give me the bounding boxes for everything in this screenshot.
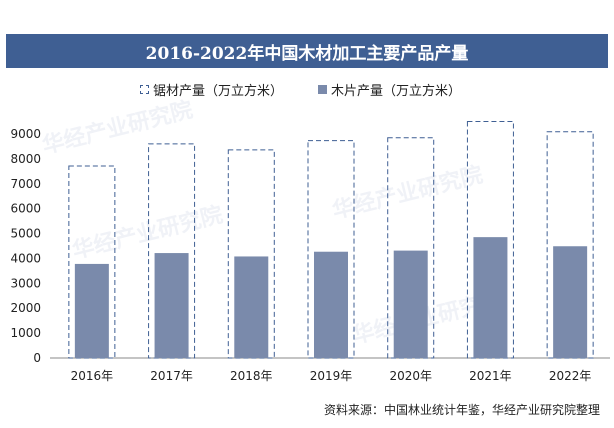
y-tick-label-5: 5000	[10, 227, 41, 241]
y-tick-label-9: 9000	[10, 127, 41, 141]
legend-item-wood-chip: 木片产量（万立方米）	[318, 80, 461, 99]
legend-label-sawn: 锯材产量（万立方米）	[153, 84, 284, 99]
x-tick-label-3: 2019年	[310, 369, 353, 383]
legend-label-wood-chip: 木片产量（万立方米）	[331, 84, 462, 99]
legend-swatch-wood-chip	[318, 85, 327, 94]
bar-wood-chip-6	[553, 246, 588, 358]
y-tick-label-1: 1000	[10, 326, 41, 340]
bar-wood-chip-4	[393, 250, 428, 358]
bar-wood-chip-1	[154, 253, 189, 358]
y-tick-label-3: 3000	[10, 276, 41, 290]
y-tick-label-2: 2000	[10, 301, 41, 315]
bar-wood-chip-5	[473, 237, 508, 358]
legend-item-sawn: 锯材产量（万立方米）	[140, 80, 283, 99]
x-tick-label-4: 2020年	[389, 369, 432, 383]
chart-title-text: 2016-2022年中国木材加工主要产品产量	[145, 43, 469, 64]
legend: 锯材产量（万立方米） 木片产量（万立方米）	[0, 80, 614, 99]
bar-wood-chip-3	[314, 251, 348, 358]
source-note: 资料来源：中国林业统计年鉴，华经产业研究院整理	[323, 403, 600, 417]
y-tick-label-0: 0	[33, 351, 41, 365]
y-tick-label-7: 7000	[10, 177, 41, 191]
y-tick-label-6: 6000	[10, 202, 41, 216]
x-tick-label-5: 2021年	[469, 369, 512, 383]
bar-sawn-2	[227, 149, 275, 359]
bar-sawn-3	[307, 140, 355, 359]
bar-wood-chip-0	[74, 263, 109, 358]
x-tick-label-6: 2022年	[549, 369, 592, 383]
legend-swatch-sawn	[140, 85, 149, 94]
chart-title: 2016-2022年中国木材加工主要产品产量	[6, 34, 608, 68]
y-tick-label-4: 4000	[10, 251, 41, 265]
x-tick-label-1: 2017年	[150, 369, 193, 383]
y-tick-label-8: 8000	[10, 152, 41, 166]
x-tick-label-0: 2016年	[71, 369, 114, 383]
bar-sawn-0	[68, 165, 116, 359]
x-tick-label-2: 2018年	[230, 369, 273, 383]
bar-wood-chip-2	[234, 256, 269, 358]
